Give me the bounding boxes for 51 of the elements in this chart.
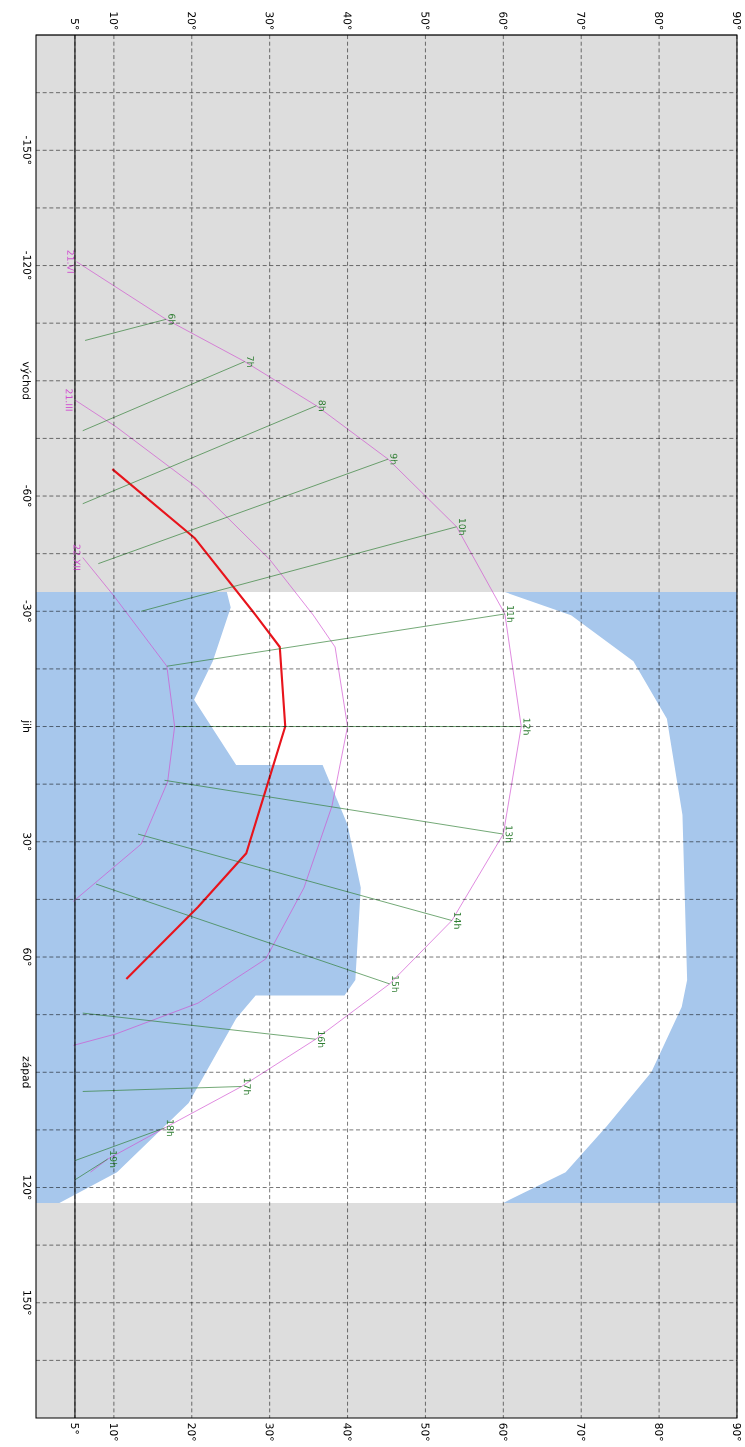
y-tick-label: -120° <box>23 251 32 280</box>
y-tick-label: -30° <box>23 600 32 622</box>
x-tick-label: 70° <box>576 1423 586 1441</box>
y-tick-label: západ <box>20 1056 32 1088</box>
y-tick-label: 120° <box>23 1175 32 1200</box>
x-tick-label: 90° <box>732 1423 741 1441</box>
line-series <box>72 399 348 1046</box>
text: 9h <box>390 453 398 465</box>
x-tick-label: 80° <box>654 1423 663 1441</box>
y-tick-label: jih <box>20 720 32 732</box>
x-tick-label: 10° <box>109 1423 118 1441</box>
x2-tick-label: 80° <box>654 12 663 30</box>
text: 16h <box>317 1031 325 1048</box>
x2-tick-label: 60° <box>499 12 508 30</box>
text: 15h <box>391 976 399 993</box>
x2-tick-label: 70° <box>576 12 586 30</box>
text: 10h <box>458 518 466 535</box>
y-tick-label: 60° <box>23 948 32 966</box>
x2-tick-label: 30° <box>265 12 274 30</box>
text: 21.VI <box>67 250 75 273</box>
y-tick-label: -150° <box>23 136 32 165</box>
x2-tick-label: 50° <box>421 12 430 30</box>
text: 17h <box>243 1078 251 1095</box>
text: 22.XII <box>73 544 81 570</box>
y-tick-label: 150° <box>23 1291 32 1315</box>
x-tick-label: 60° <box>499 1423 508 1441</box>
text: 6h <box>168 314 176 325</box>
text: 18h <box>166 1120 174 1137</box>
text: 11h <box>506 606 515 623</box>
text: 13h <box>505 826 513 843</box>
x2-tick-label: 5° <box>70 19 79 30</box>
y-tick-label: 30° <box>23 833 32 851</box>
x2-tick-label: 90° <box>732 12 741 30</box>
x-tick-label: 5° <box>70 1423 79 1434</box>
text: 21.III <box>65 389 73 411</box>
text: 14h <box>453 912 462 929</box>
x2-tick-label: 10° <box>109 12 118 30</box>
text: 7h <box>246 356 254 367</box>
line-series <box>75 261 522 1173</box>
text: 8h <box>318 400 326 411</box>
x2-tick-label: 20° <box>187 12 196 30</box>
line-series <box>111 468 287 980</box>
x-tick-label: 50° <box>421 1423 430 1441</box>
x-tick-label: 30° <box>265 1423 274 1441</box>
text: 19h <box>109 1151 117 1168</box>
x-tick-label: 20° <box>187 1423 196 1441</box>
text: 12h <box>523 718 531 735</box>
x-tick-label: 40° <box>343 1423 352 1441</box>
x2-tick-label: 40° <box>343 11 352 30</box>
y-tick-label: východ <box>20 361 32 400</box>
y-tick-label: -60° <box>23 485 32 507</box>
